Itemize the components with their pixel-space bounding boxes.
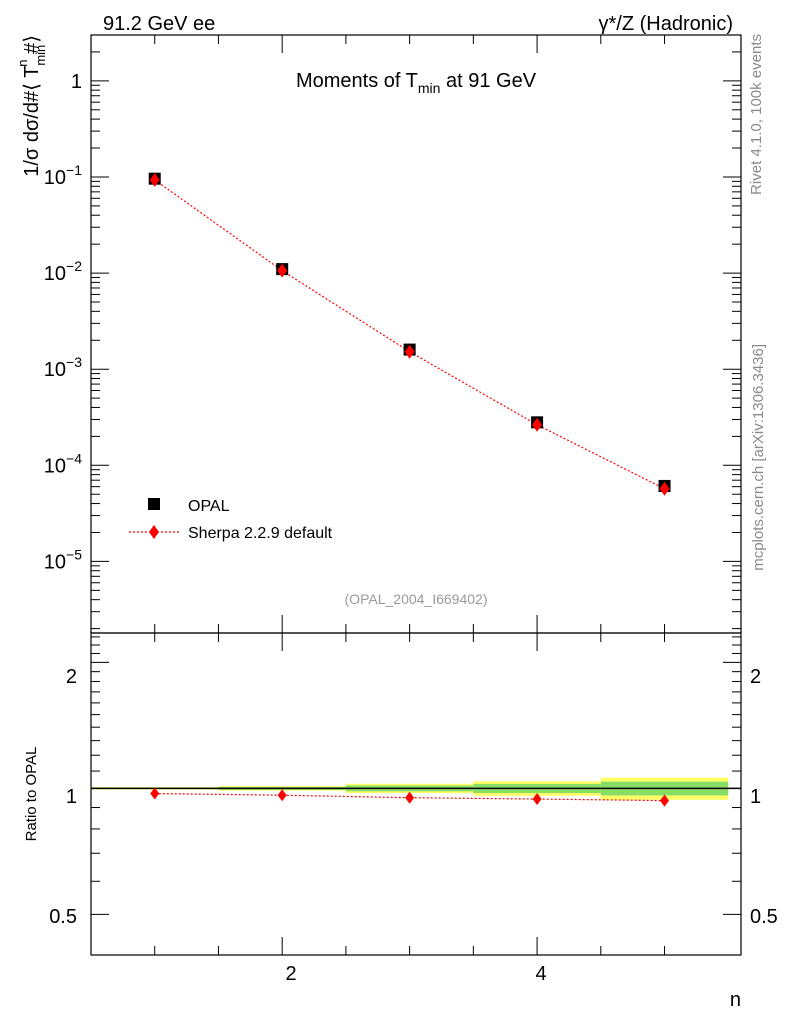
ratio-uncertainty-bands: [91, 777, 741, 800]
main-series: [148, 172, 671, 496]
sherpa-ratio-point: [150, 787, 160, 800]
sherpa-point: [532, 417, 543, 432]
ratio-plot-frame: [90, 632, 742, 956]
main-y-tick-label: 10−4: [44, 450, 82, 477]
main-plot-frame: [90, 34, 742, 634]
x-tick-label-2: 2: [285, 963, 296, 985]
ratio-y-tick-label-right-0.5: 0.5: [750, 906, 778, 928]
rivet-label: Rivet 4.1.0, 100k events: [748, 34, 765, 195]
analysis-id: (OPAL_2004_I669402): [345, 591, 488, 607]
sherpa-ratio-point: [660, 794, 670, 807]
header-right: γ*/Z (Hadronic): [599, 13, 733, 35]
main-axis-ticks: [90, 34, 741, 633]
legend: OPAL Sherpa 2.2.9 default: [129, 498, 333, 542]
sherpa-point: [149, 172, 160, 187]
legend-sherpa-marker: [149, 525, 159, 539]
main-y-tick-label: 10−1: [44, 162, 82, 189]
x-tick-label-4: 4: [535, 963, 546, 985]
ratio-y-tick-label-1: 1: [66, 786, 77, 808]
ratio-axis-ticks: [90, 633, 741, 956]
main-plot: 10−5 10−4 10−3 10−2 10−1 1 Moments of Tmin at…: [15, 34, 742, 634]
ratio-y-tick-label-right-2: 2: [750, 666, 761, 688]
legend-opal-label: OPAL: [188, 498, 230, 515]
mcplots-label: mcplots.cern.ch [arXiv:1306.3436]: [750, 344, 767, 571]
main-y-tick-labels: 10−5 10−4 10−3 10−2 10−1 1: [44, 71, 82, 574]
sherpa-ratio-line: [154, 792, 665, 802]
main-y-tick-label: 10−3: [44, 354, 82, 381]
main-y-tick-label: 1: [71, 71, 82, 93]
plot-title: Moments of Tmin at 91 GeV: [296, 70, 537, 96]
ratio-series: [150, 787, 670, 807]
sherpa-point: [277, 263, 288, 278]
legend-opal-marker: [148, 498, 160, 510]
sherpa-point: [404, 344, 415, 359]
x-axis-label: n: [730, 989, 741, 1011]
main-y-tick-label: 10−2: [44, 258, 82, 285]
sherpa-ratio-point: [532, 793, 542, 806]
sherpa-ratio-point: [405, 791, 415, 804]
ratio-y-axis-label: Ratio to OPAL: [23, 747, 40, 842]
header-left: 91.2 GeV ee: [103, 13, 215, 35]
main-y-axis-label: 1/σ dσ/d#⟨ Tminn #⟩: [15, 35, 48, 177]
main-y-tick-label: 10−5: [44, 546, 82, 573]
sherpa-ratio-point: [277, 789, 287, 802]
ratio-plot: 0.5 1 2 0.5 1 2 2 4 Ratio to OPAL n: [23, 632, 778, 1011]
ratio-y-tick-label-right-1: 1: [750, 786, 761, 808]
sherpa-point: [659, 481, 670, 496]
ratio-y-tick-label-0.5: 0.5: [49, 906, 77, 928]
ratio-y-tick-label-2: 2: [66, 666, 77, 688]
sherpa-line: [154, 179, 665, 490]
legend-sherpa-label: Sherpa 2.2.9 default: [188, 525, 333, 542]
